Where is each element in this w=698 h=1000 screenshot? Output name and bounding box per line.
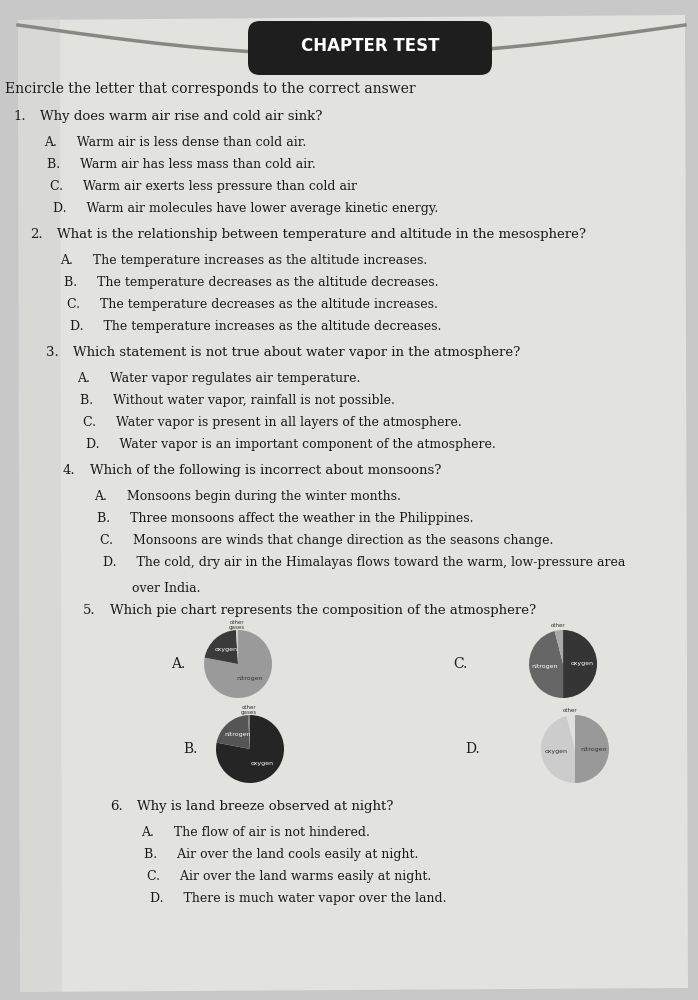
Text: Why does warm air rise and cold air sink?: Why does warm air rise and cold air sink… [40,110,322,123]
Text: over India.: over India. [131,582,200,595]
Wedge shape [541,716,575,783]
FancyBboxPatch shape [248,21,492,75]
Text: nitrogen: nitrogen [581,746,607,752]
Wedge shape [205,630,238,664]
Polygon shape [18,15,688,992]
Wedge shape [575,715,609,783]
Text: B.     Without water vapor, rainfall is not possible.: B. Without water vapor, rainfall is not … [80,394,395,407]
Text: C.     The temperature decreases as the altitude increases.: C. The temperature decreases as the alti… [66,298,438,311]
Text: B.     The temperature decreases as the altitude decreases.: B. The temperature decreases as the alti… [64,276,438,289]
Text: nitrogen: nitrogen [531,664,558,669]
Wedge shape [216,715,250,749]
Text: CHAPTER TEST: CHAPTER TEST [301,37,439,55]
Text: Why is land breeze observed at night?: Why is land breeze observed at night? [138,800,394,813]
Text: B.: B. [183,742,198,756]
Text: C.     Monsoons are winds that change direction as the seasons change.: C. Monsoons are winds that change direct… [100,534,553,547]
Text: nitrogen: nitrogen [224,732,251,737]
Text: B.     Three monsoons affect the weather in the Philippines.: B. Three monsoons affect the weather in … [97,512,473,525]
Polygon shape [18,15,62,992]
Text: 6.: 6. [110,800,123,813]
Wedge shape [236,630,238,664]
Text: other
gases: other gases [241,705,257,715]
Text: A.     The flow of air is not hindered.: A. The flow of air is not hindered. [141,826,370,839]
Text: C.     Warm air exerts less pressure than cold air: C. Warm air exerts less pressure than co… [50,180,357,193]
Text: What is the relationship between temperature and altitude in the mesosphere?: What is the relationship between tempera… [57,228,586,241]
Text: nitrogen: nitrogen [237,676,263,681]
Wedge shape [204,630,272,698]
Text: D.: D. [465,742,480,756]
Wedge shape [555,630,563,664]
Text: D.     The cold, dry air in the Himalayas flows toward the warm, low-pressure ar: D. The cold, dry air in the Himalayas fl… [103,556,625,569]
Text: oxygen: oxygen [214,647,237,652]
Text: B.     Air over the land cools easily at night.: B. Air over the land cools easily at nig… [144,848,418,861]
Text: C.: C. [453,657,468,671]
Text: A.     Warm air is less dense than cold air.: A. Warm air is less dense than cold air. [44,136,306,149]
Text: 4.: 4. [63,464,75,477]
Text: oxygen: oxygen [251,761,274,766]
Text: A.     The temperature increases as the altitude increases.: A. The temperature increases as the alti… [61,254,428,267]
Text: other
gases: other gases [229,620,245,630]
Wedge shape [567,715,575,749]
Text: A.: A. [171,657,185,671]
Text: Encircle the letter that corresponds to the correct answer: Encircle the letter that corresponds to … [6,82,416,96]
Text: 2.: 2. [30,228,43,241]
Text: A.     Water vapor regulates air temperature.: A. Water vapor regulates air temperature… [77,372,360,385]
Text: D.     There is much water vapor over the land.: D. There is much water vapor over the la… [150,892,447,905]
Text: D.     The temperature increases as the altitude decreases.: D. The temperature increases as the alti… [70,320,441,333]
Wedge shape [216,715,284,783]
Text: B.     Warm air has less mass than cold air.: B. Warm air has less mass than cold air. [47,158,315,171]
Text: Which statement is not true about water vapor in the atmosphere?: Which statement is not true about water … [73,346,521,359]
Text: C.     Air over the land warms easily at night.: C. Air over the land warms easily at nig… [147,870,431,883]
Text: other: other [563,708,577,713]
Text: C.     Water vapor is present in all layers of the atmosphere.: C. Water vapor is present in all layers … [83,416,462,429]
Text: Which of the following is incorrect about monsoons?: Which of the following is incorrect abou… [90,464,441,477]
Text: A.     Monsoons begin during the winter months.: A. Monsoons begin during the winter mont… [94,490,401,503]
Wedge shape [563,630,597,698]
Text: D.     Warm air molecules have lower average kinetic energy.: D. Warm air molecules have lower average… [53,202,438,215]
Text: D.     Water vapor is an important component of the atmosphere.: D. Water vapor is an important component… [87,438,496,451]
Text: other: other [551,623,565,628]
Text: 5.: 5. [82,604,95,617]
Text: oxygen: oxygen [545,749,568,754]
Text: 1.: 1. [13,110,26,123]
Text: oxygen: oxygen [570,662,593,666]
Wedge shape [529,631,563,698]
Text: 3.: 3. [46,346,59,359]
Text: Which pie chart represents the composition of the atmosphere?: Which pie chart represents the compositi… [110,604,536,617]
Wedge shape [248,715,250,749]
